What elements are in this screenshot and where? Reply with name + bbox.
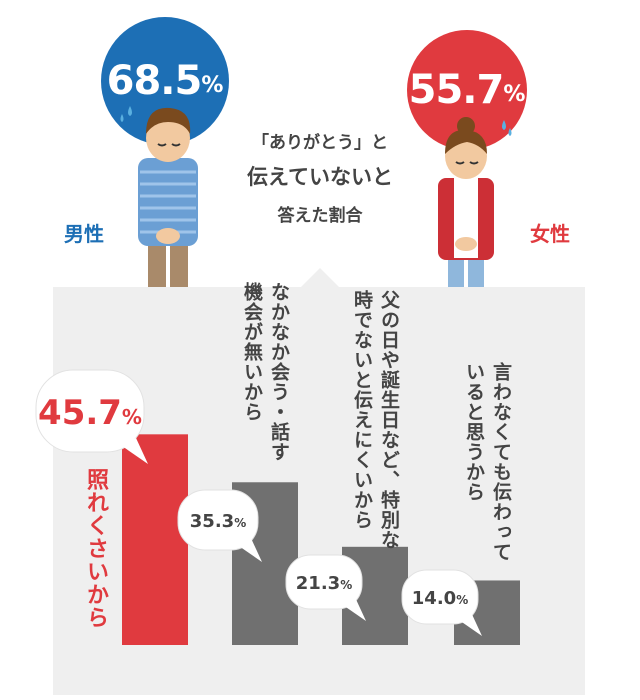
value-label-0: 45.7% — [38, 393, 142, 433]
man-illustration — [120, 106, 198, 288]
value-label-1: 35.3% — [190, 511, 246, 532]
category-label-2: 父の日や誕生日など、特別な 時でないと伝えにくいから — [351, 290, 400, 550]
men-percentage-value: 68.5 — [106, 58, 203, 104]
value-label-2: 21.3% — [296, 573, 352, 594]
women-label: 女性 — [530, 222, 570, 246]
value-bubble-1: 35.3% — [177, 489, 262, 562]
bar-0 — [122, 434, 188, 645]
value-bubble-0: 45.7% — [35, 369, 148, 464]
caption-line-1: 「ありがとう」と — [252, 133, 388, 153]
women-percentage-value: 55.7 — [408, 67, 505, 113]
caption-line-3: 答えた割合 — [277, 206, 363, 226]
women-percentage-unit: % — [503, 81, 526, 107]
value-bubble-3: 14.0% — [401, 569, 482, 636]
woman-illustration — [438, 117, 512, 288]
value-bubble-2: 21.3% — [285, 554, 366, 621]
men-label: 男性 — [64, 222, 104, 246]
category-label-0: 照れくさいから — [83, 468, 108, 629]
center-caption: 「ありがとう」と 伝えていないと 答えた割合 — [220, 128, 420, 226]
category-label-1: なかなか会う・話す 機会が無いから — [241, 282, 290, 462]
men-percentage-unit: % — [201, 72, 224, 98]
women-percentage-circle: 55.7% — [407, 30, 527, 150]
category-label-3: 言わなくても伝わって いると思うから — [463, 362, 512, 562]
panel-pointer — [300, 268, 340, 288]
caption-line-2: 伝えていないと — [247, 165, 393, 189]
value-label-3: 14.0% — [412, 588, 468, 609]
